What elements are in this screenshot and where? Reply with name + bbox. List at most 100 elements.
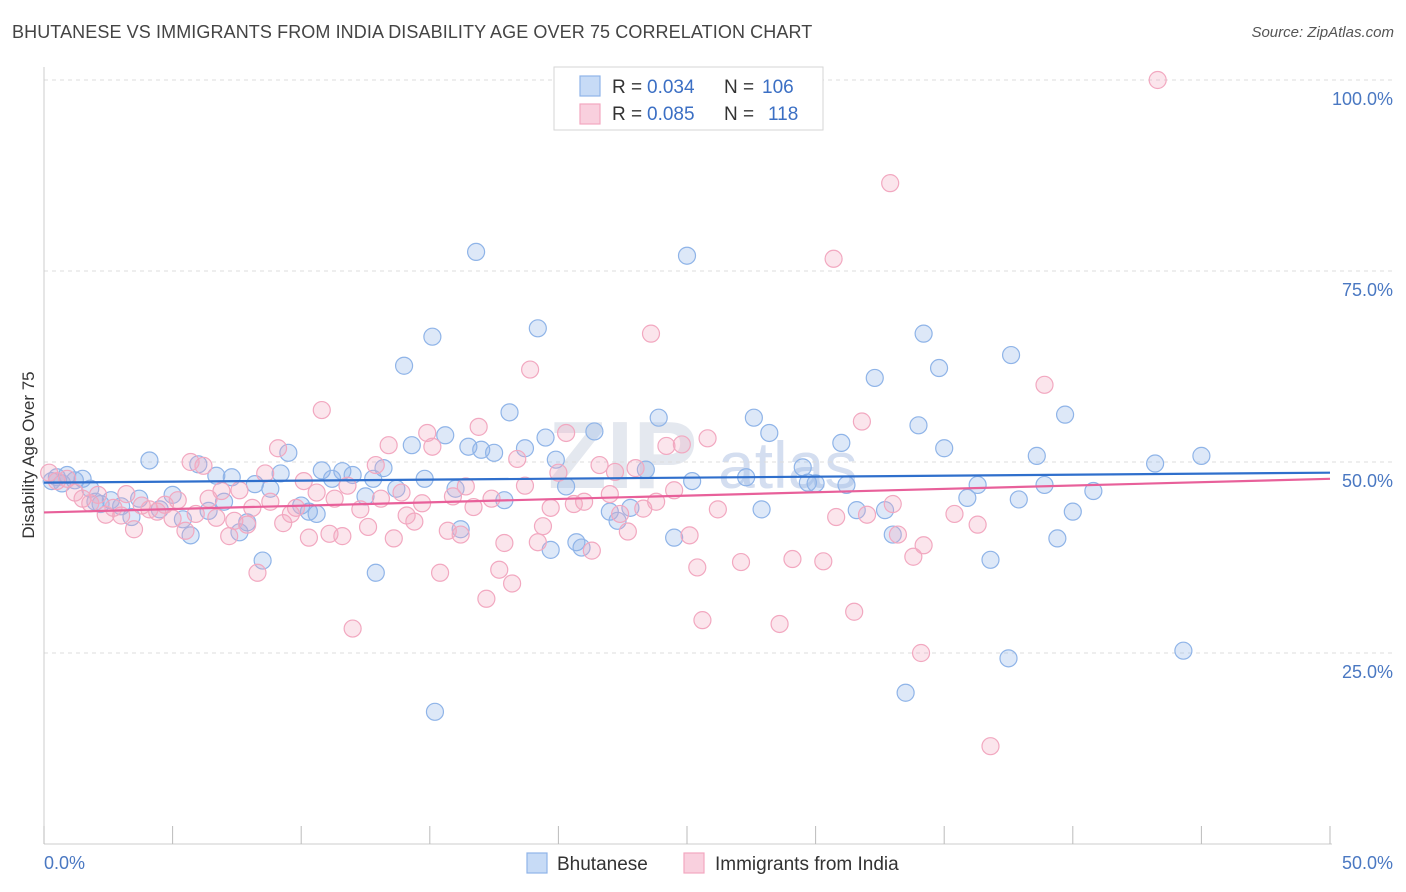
immigrants-point-106 xyxy=(857,505,877,524)
immigrants-point-14 xyxy=(148,502,167,521)
immigrants-point-69 xyxy=(503,574,522,593)
bhutanese-point-101 xyxy=(1084,481,1103,501)
immigrants-point-117 xyxy=(1148,70,1167,90)
legend-swatch-immigrants xyxy=(579,103,601,125)
bhutanese-point-63 xyxy=(585,422,604,441)
immigrants-point-30 xyxy=(248,563,267,582)
immigrants-point-88 xyxy=(641,324,661,343)
immigrants-point-51 xyxy=(384,529,403,548)
immigrants-point-82 xyxy=(600,484,619,504)
bottom-legend-swatch-bhutanese xyxy=(526,852,548,874)
immigrants-point-71 xyxy=(515,476,535,495)
bhutanese-point-41 xyxy=(394,356,414,375)
immigrants-point-43 xyxy=(333,527,352,546)
immigrants-point-64 xyxy=(469,417,488,436)
bhutanese-point-45 xyxy=(425,702,445,721)
immigrants-point-105 xyxy=(852,412,871,431)
immigrants-point-73 xyxy=(528,533,547,552)
immigrants-point-34 xyxy=(274,514,293,533)
legend: R = 0.034 N = 106 R = 0.085 N = 118 xyxy=(553,66,824,131)
bhutanese-point-77 xyxy=(798,473,817,492)
bhutanese-point-100 xyxy=(1063,502,1082,521)
immigrants-point-85 xyxy=(618,522,637,541)
bhutanese-point-20 xyxy=(214,492,234,511)
legend-r-label-2: R = xyxy=(612,104,642,125)
immigrants-point-25 xyxy=(220,527,239,546)
immigrants-point-116 xyxy=(1035,375,1054,394)
immigrants-point-97 xyxy=(708,500,727,519)
bhutanese-point-44 xyxy=(423,327,442,346)
immigrants-point-81 xyxy=(590,455,609,475)
bottom-legend: Bhutanese Immigrants from India xyxy=(526,852,899,875)
immigrants-point-50 xyxy=(379,436,398,455)
y-axis-title: Disability Age Over 75 xyxy=(19,371,38,538)
bhutanese-point-12 xyxy=(140,451,159,470)
immigrants-point-108 xyxy=(883,494,902,514)
immigrants-point-75 xyxy=(541,498,560,517)
immigrants-point-72 xyxy=(521,360,540,379)
x-tick-label-0: 0.0% xyxy=(44,853,85,873)
bhutanese-point-74 xyxy=(752,500,771,519)
immigrants-point-76 xyxy=(549,463,568,482)
bhutanese-point-71 xyxy=(683,472,702,491)
immigrants-point-18 xyxy=(176,521,195,540)
bhutanese-point-90 xyxy=(958,488,977,508)
immigrants-point-27 xyxy=(230,481,249,500)
watermark-atlas: atlas xyxy=(718,428,857,502)
immigrants-point-42 xyxy=(325,489,344,508)
immigrants-point-102 xyxy=(824,249,843,268)
immigrants-point-23 xyxy=(207,508,226,527)
bhutanese-point-88 xyxy=(929,358,949,378)
bhutanese-point-92 xyxy=(981,550,1000,569)
immigrants-point-67 xyxy=(490,560,509,579)
immigrants-point-16 xyxy=(163,509,182,528)
immigrants-point-62 xyxy=(456,477,475,496)
bhutanese-point-94 xyxy=(1001,345,1021,365)
immigrants-point-21 xyxy=(194,456,213,475)
bottom-legend-label-bhutanese: Bhutanese xyxy=(557,854,648,875)
x-tick-labels: 0.0% 50.0% xyxy=(44,853,1393,873)
bhutanese-point-62 xyxy=(572,538,591,557)
immigrants-point-70 xyxy=(508,449,527,469)
legend-n-label-2: N = xyxy=(724,104,754,125)
bhutanese-point-14 xyxy=(163,485,182,504)
x-tick-label-50: 50.0% xyxy=(1342,853,1393,873)
immigrants-point-103 xyxy=(827,507,846,527)
immigrants-point-86 xyxy=(626,459,645,478)
immigrants-point-91 xyxy=(665,481,684,500)
y-tick-label-100: 100.0% xyxy=(1332,89,1393,109)
legend-r-value-2: 0.085 xyxy=(647,104,695,125)
bhutanese-point-81 xyxy=(847,501,866,520)
chart-source: Source: ZipAtlas.com xyxy=(1251,24,1394,41)
bhutanese-point-50 xyxy=(466,242,486,261)
bhutanese-point-75 xyxy=(760,423,779,443)
bhutanese-point-54 xyxy=(500,403,519,422)
bhutanese-point-33 xyxy=(322,469,342,488)
immigrants-point-8 xyxy=(104,498,123,517)
immigrants-point-57 xyxy=(423,437,442,456)
immigrants-point-56 xyxy=(418,423,437,443)
bhutanese-point-86 xyxy=(909,416,928,435)
bhutanese-point-38 xyxy=(366,563,385,582)
immigrants-point-58 xyxy=(430,563,450,582)
immigrants-point-65 xyxy=(477,589,496,608)
immigrants-point-11 xyxy=(124,520,144,539)
chart-title: BHUTANESE VS IMMIGRANTS FROM INDIA DISAB… xyxy=(12,22,813,42)
bhutanese-point-42 xyxy=(402,436,421,455)
bottom-legend-swatch-immigrants xyxy=(683,852,705,874)
bhutanese-point-104 xyxy=(1192,446,1211,465)
immigrants-point-33 xyxy=(268,439,288,458)
bhutanese-point-27 xyxy=(271,464,290,483)
legend-n-label-1: N = xyxy=(724,77,754,98)
immigrants-point-10 xyxy=(117,484,136,504)
bhutanese-point-87 xyxy=(914,324,933,343)
immigrants-point-94 xyxy=(688,558,707,577)
y-tick-label-25: 25.0% xyxy=(1342,662,1393,682)
immigrants-point-31 xyxy=(256,464,275,483)
bhutanese-point-84 xyxy=(883,525,902,544)
bhutanese-point-68 xyxy=(649,408,668,427)
immigrants-point-79 xyxy=(575,492,594,511)
immigrants-point-98 xyxy=(731,552,751,572)
immigrants-point-48 xyxy=(366,455,385,475)
